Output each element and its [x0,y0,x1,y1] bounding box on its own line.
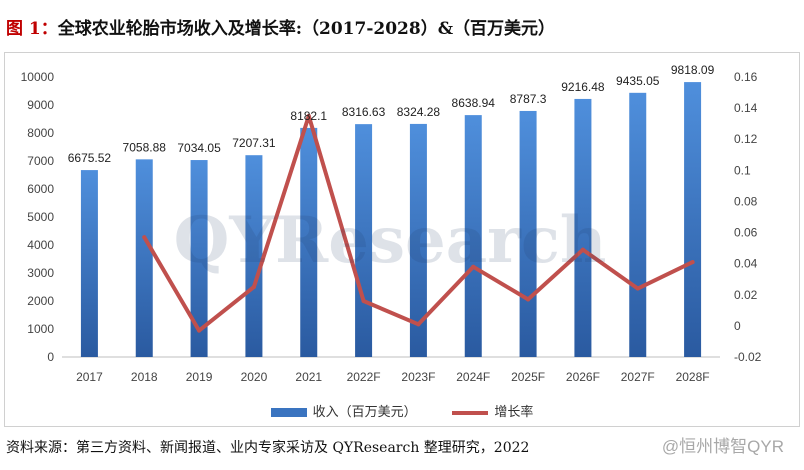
y-left-tick-label: 1000 [27,322,54,336]
bar-data-label: 6675.52 [68,151,112,165]
bar-revenue [355,124,373,357]
legend-item-growth: 增长率 [452,401,533,420]
x-tick-label: 2017 [76,370,103,384]
bar-data-label: 8638.94 [452,96,496,110]
x-tick-label: 2026F [566,370,600,384]
y-left-tick-label: 8000 [27,126,54,140]
watermark: QYResearch [174,203,607,278]
chart-frame [4,52,800,427]
growth-rate-point [416,322,421,327]
legend-label-growth: 增长率 [494,404,534,419]
bar-revenue [409,123,427,357]
y-left-tick-label: 6000 [27,182,54,196]
y-right-tick-label: 0.16 [734,70,758,84]
growth-rate-point [471,264,476,269]
brand-watermark: @恒州博智QYR [661,437,784,456]
bar-revenue [464,115,482,357]
y-left-tick-label: 9000 [27,98,54,112]
figure-title: 图 1：全球农业轮胎市场收入及增长率:（2017-2028）&（百万美元） [6,14,555,39]
y-left-tick-label: 3000 [27,266,54,280]
y-right-tick-label: 0.02 [734,288,758,302]
bar-revenue [574,98,592,357]
y-left-tick-label: 0 [47,350,54,364]
figure-title-text: 全球农业轮胎市场收入及增长率:（2017-2028）&（百万美元） [57,19,556,39]
growth-rate-point [580,247,585,252]
x-tick-label: 2021 [295,370,322,384]
x-tick-label: 2022F [347,370,381,384]
bar-revenue [190,160,208,357]
bar-data-label: 7207.31 [232,136,276,150]
x-tick-label: 2024F [456,370,490,384]
y-right-tick-label: 0.08 [734,194,758,208]
bar-revenue [135,159,153,357]
growth-rate-point [197,328,202,333]
bar-data-label: 7058.88 [123,140,167,154]
x-tick-label: 2023F [401,370,435,384]
x-tick-label: 2027F [621,370,655,384]
y-right-tick-label: -0.02 [734,350,762,364]
x-tick-label: 2018 [131,370,158,384]
growth-rate-point [361,299,366,303]
bar-data-label: 8787.3 [510,92,547,106]
legend-item-revenue: 收入（百万美元） [270,401,417,420]
y-right-tick-label: 0 [734,319,741,333]
bar-data-label: 9435.05 [616,74,660,88]
y-right-tick-label: 0.14 [734,101,758,115]
y-left-tick-label: 5000 [27,210,54,224]
legend-label-revenue: 收入（百万美元） [312,404,417,419]
legend-swatch-line [452,410,489,415]
y-left-tick-label: 4000 [27,238,54,252]
bar-data-label: 8316.63 [342,105,386,119]
bar-data-label: 9818.09 [671,63,715,77]
bar-data-label: 8182.1 [290,109,327,123]
y-right-tick-label: 0.04 [734,257,758,271]
bar-revenue [684,82,702,358]
chart-legend: 收入（百万美元） 增长率 [0,401,804,420]
x-tick-label: 2028F [676,370,710,384]
legend-swatch-bar [270,408,307,418]
y-right-tick-label: 0.1 [734,163,751,177]
growth-rate-point [635,286,640,291]
x-tick-label: 2025F [511,370,545,384]
y-left-tick-label: 2000 [27,294,54,308]
figure-label: 图 1： [6,19,58,39]
growth-rate-point [142,235,147,240]
source-note: 资料来源：第三方资料、新闻报道、业内专家采访及 QYResearch 整理研究，… [6,440,530,456]
y-right-tick-label: 0.06 [734,226,758,240]
bar-revenue [300,127,318,357]
y-left-tick-label: 7000 [27,154,54,168]
bar-data-label: 9216.48 [561,80,605,94]
y-right-tick-label: 0.12 [734,132,758,146]
growth-rate-point [251,285,256,289]
bar-revenue [629,92,647,357]
x-tick-label: 2019 [186,370,213,384]
bar-data-label: 8324.28 [397,105,441,119]
bar-data-label: 7034.05 [177,141,221,155]
growth-rate-point [690,260,695,265]
x-tick-label: 2020 [241,370,268,384]
bar-revenue [245,155,263,357]
bar-revenue [80,170,98,357]
growth-rate-point [526,297,531,302]
growth-rate-point [306,113,311,118]
y-left-tick-label: 10000 [21,70,55,84]
